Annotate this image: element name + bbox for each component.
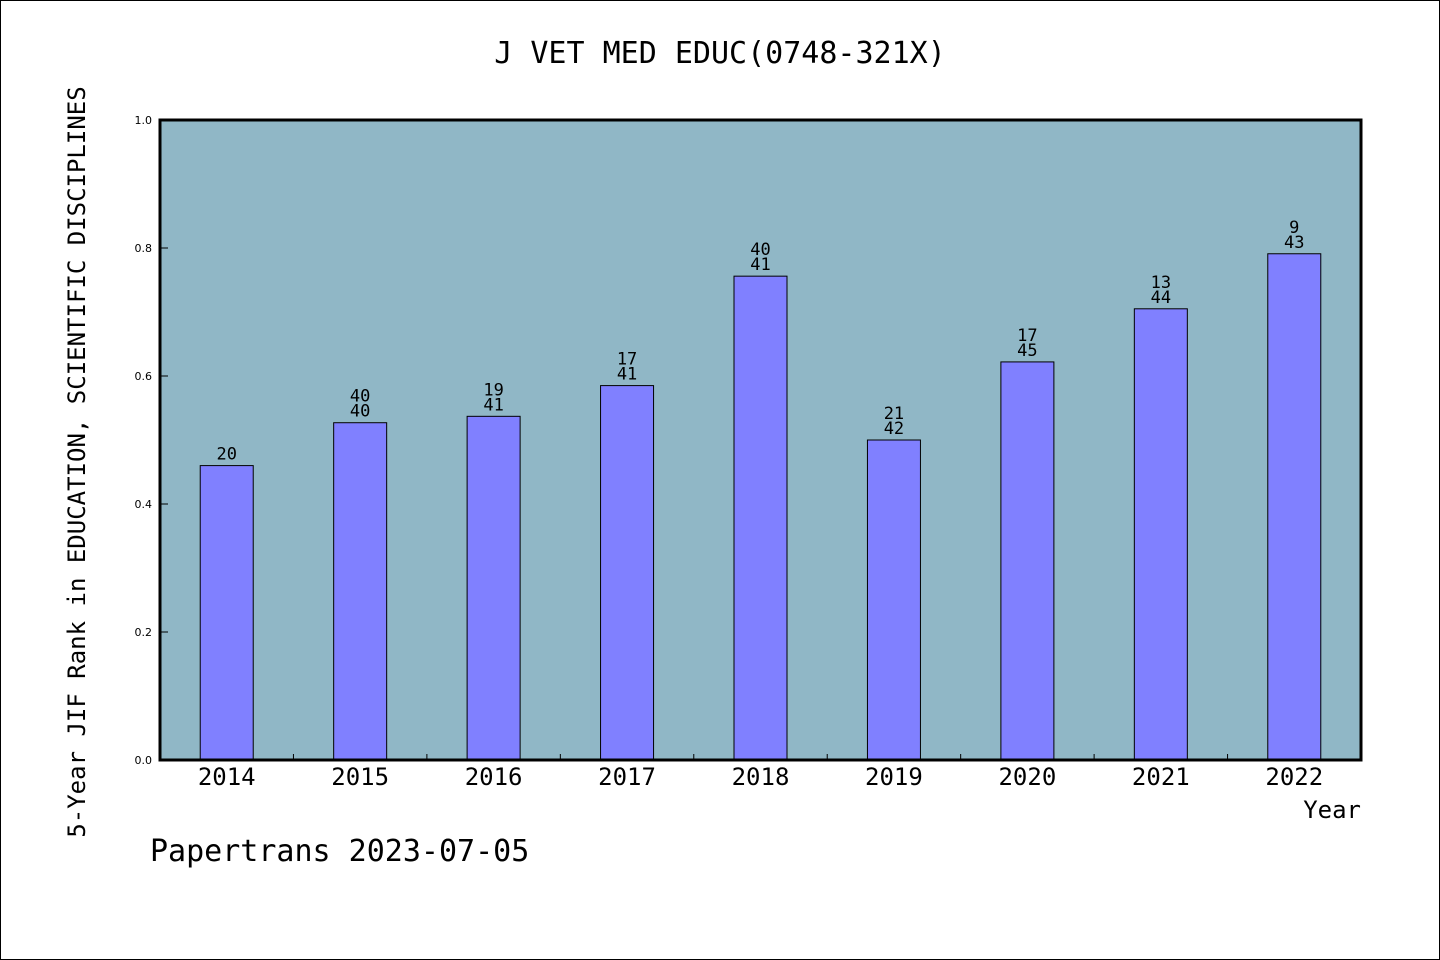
- bar-2020: [1000, 361, 1055, 761]
- bar-2022: [1267, 253, 1322, 761]
- bar-label-2021-1: 13: [1151, 273, 1171, 293]
- bar-2016: [466, 415, 521, 761]
- bar-label-2015-1: 40: [350, 387, 370, 407]
- x-tick-label-2015: 2015: [331, 763, 389, 791]
- y-tick-label-1.0: 1.0: [135, 114, 153, 127]
- bar-label-2019-2: 42: [884, 419, 904, 439]
- bar-label-2022-2: 43: [1284, 233, 1304, 253]
- y-tick-label-0.0: 0.0: [135, 754, 153, 767]
- x-tick-label-2018: 2018: [732, 763, 790, 791]
- bar-label-2018-1: 40: [750, 240, 770, 260]
- bar-2014: [199, 465, 254, 761]
- y-tick-label-0.8: 0.8: [135, 242, 153, 255]
- bar-label-2014-1: 20: [216, 445, 236, 465]
- bar-label-2016-2: 41: [483, 395, 503, 415]
- x-axis-label: Year: [1303, 796, 1361, 824]
- x-tick-label-2016: 2016: [465, 763, 523, 791]
- bar-label-2015-2: 40: [350, 402, 370, 422]
- bar-2019: [866, 439, 921, 761]
- x-tick-label-2022: 2022: [1265, 763, 1323, 791]
- footer-text: Papertrans 2023-07-05: [150, 834, 530, 869]
- bar-2018: [733, 275, 788, 761]
- bar-label-2020-2: 45: [1017, 341, 1037, 361]
- plot-border: [158, 118, 1363, 762]
- bar-2021: [1133, 308, 1188, 761]
- x-tick-label-2017: 2017: [598, 763, 656, 791]
- bar-2015: [333, 422, 388, 761]
- y-tick-label-0.2: 0.2: [135, 626, 153, 639]
- bar-label-2018-2: 41: [750, 255, 770, 275]
- bar-label-2021-2: 44: [1151, 288, 1171, 308]
- x-tick-label-2014: 2014: [198, 763, 256, 791]
- bar-label-2020-1: 17: [1017, 326, 1037, 346]
- bar-label-2017-1: 17: [617, 350, 637, 370]
- x-tick-label-2019: 2019: [865, 763, 923, 791]
- chart-title: J VET MED EDUC(0748-321X): [494, 36, 946, 71]
- bar-label-2017-2: 41: [617, 365, 637, 385]
- bar-label-2016-1: 19: [483, 380, 503, 400]
- bar-label-2022-1: 9: [1289, 218, 1299, 238]
- x-tick-label-2021: 2021: [1132, 763, 1190, 791]
- y-tick-label-0.6: 0.6: [135, 370, 153, 383]
- bar-2017: [600, 385, 655, 761]
- y-tick-label-0.4: 0.4: [135, 498, 153, 511]
- bar-label-2019-1: 21: [884, 404, 904, 424]
- x-tick-label-2020: 2020: [998, 763, 1056, 791]
